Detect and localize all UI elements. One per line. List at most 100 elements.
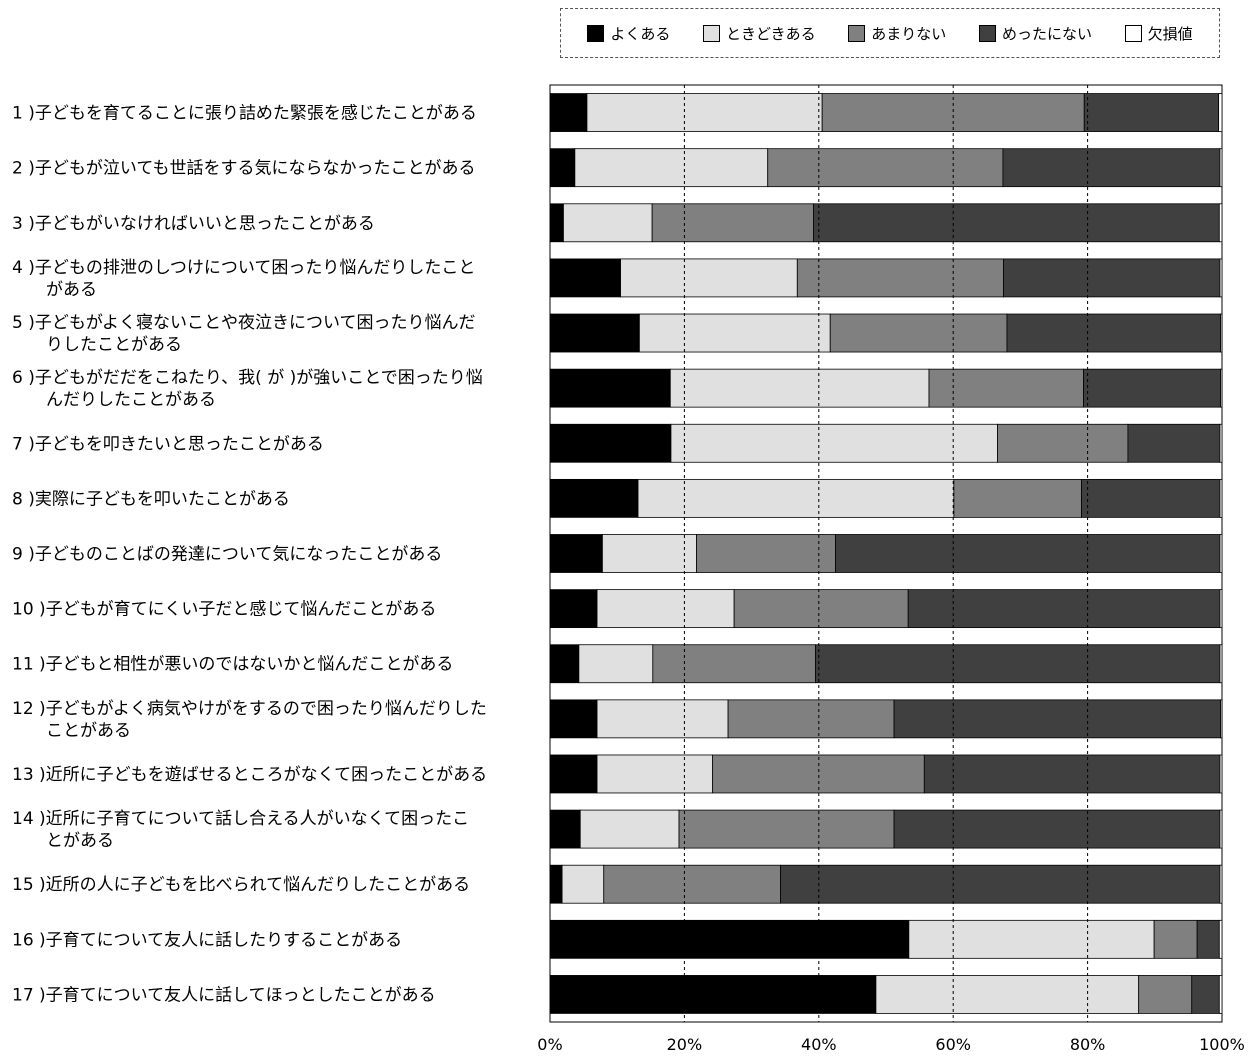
bar-segment (1219, 809, 1223, 849)
bar-segment (997, 423, 1129, 463)
bar-segment (1219, 534, 1223, 573)
legend-item: あまりない (848, 23, 946, 44)
bar-segment (549, 203, 564, 243)
category-label: んだりしたことがある (46, 390, 216, 410)
category-label: 13 )近所に子どもを遊ばせるところがなくて困ったことがある (12, 765, 487, 785)
bar-segment (1219, 478, 1223, 518)
x-tick-label: 40% (801, 1035, 837, 1054)
bar-segment (1083, 368, 1222, 408)
bar-segment (549, 699, 598, 739)
legend-label: ときどきある (726, 24, 816, 43)
bar-segment (596, 699, 729, 739)
x-tick-label: 100% (1199, 1035, 1245, 1054)
bar-segment (596, 754, 714, 794)
legend-item: 欠損値 (1124, 23, 1193, 44)
bar-segment (549, 809, 581, 849)
bar-segment (1218, 93, 1223, 132)
bar-segment (1219, 644, 1223, 684)
bar-segment (549, 148, 576, 188)
bar-segment (670, 423, 998, 463)
bar-segment (1003, 258, 1221, 298)
bar-segment (549, 975, 877, 1014)
bar-segment (733, 589, 909, 629)
legend-item: ときどきある (703, 23, 816, 44)
bar-segment (652, 644, 816, 684)
x-tick-label: 0% (537, 1035, 562, 1054)
bar-segment (578, 644, 654, 684)
category-label: 4 )子どもの排泄のしつけについて困ったり悩んだりしたこと (12, 258, 475, 278)
bar-segment (1127, 423, 1221, 463)
category-label: 9 )子どものことばの発達について気になったことがある (12, 545, 442, 565)
bar-segment (1218, 975, 1223, 1014)
bar-segment (907, 589, 1221, 629)
bar-segment (549, 919, 910, 959)
bar-segment (1220, 313, 1223, 353)
category-label: 3 )子どもがいなければいいと思ったことがある (12, 214, 375, 234)
bar-segment (1219, 754, 1223, 794)
category-label: 7 )子どもを叩きたいと思ったことがある (12, 434, 324, 454)
category-label: がある (46, 280, 97, 300)
bar-segment (893, 699, 1222, 739)
bar-segment (696, 534, 836, 573)
bar-segment (1002, 148, 1221, 188)
legend-swatch (587, 24, 605, 42)
bar-segment (602, 534, 697, 573)
bar-segment (835, 534, 1221, 573)
bar-segment (1153, 919, 1198, 959)
bar-segment (678, 809, 895, 849)
bar-segment (603, 864, 781, 904)
bar-segment (780, 864, 1221, 904)
bar-segment (549, 93, 588, 132)
bar-segment (549, 423, 672, 463)
bar-segment (1219, 864, 1223, 904)
bar-segment (928, 368, 1084, 408)
legend-label: よくある (610, 24, 671, 43)
bar-segment (1191, 975, 1220, 1014)
bar-segment (637, 478, 955, 518)
bar-segment (1083, 93, 1220, 132)
bar-segment (651, 203, 814, 243)
bar-segment (1006, 313, 1222, 353)
bar-segment (549, 313, 640, 353)
bar-segment (727, 699, 895, 739)
bar-segment (549, 534, 603, 573)
category-label: 2 )子どもが泣いても世話をする気にならなかったことがある (12, 159, 476, 179)
x-tick-label: 60% (935, 1035, 971, 1054)
bar-segment (561, 864, 605, 904)
legend-swatch (848, 24, 866, 42)
category-label: 16 )子育てについて友人に話したりすることがある (12, 930, 402, 950)
bar-segment (549, 478, 639, 518)
bar-segment (815, 644, 1221, 684)
bar-segment (549, 368, 671, 408)
bar-segment (549, 754, 598, 794)
bar-segment (953, 478, 1082, 518)
category-label: とがある (46, 831, 114, 851)
category-label: ことがある (46, 721, 131, 741)
bar-segment (1219, 148, 1223, 188)
bar-segment (1220, 699, 1223, 739)
bar-segment (586, 93, 823, 132)
bar-segment (549, 258, 621, 298)
bar-segment (813, 203, 1220, 243)
legend: よくある ときどきある あまりない めったにない 欠損値 (560, 8, 1220, 58)
bar-segment (549, 644, 580, 684)
bar-segment (574, 148, 769, 188)
category-label: 15 )近所の人に子どもを比べられて悩んだりしたことがある (12, 875, 470, 895)
bar-segment (1220, 368, 1223, 408)
category-label: 1 )子どもを育てることに張り詰めた緊張を感じたことがある (12, 104, 477, 124)
bar-segment (596, 589, 735, 629)
bar-segment (1196, 919, 1220, 959)
bar-segment (1218, 203, 1223, 243)
bar-segment (1219, 589, 1223, 629)
bar-segment (893, 809, 1221, 849)
bar-segment (549, 589, 598, 629)
category-label: 12 )子どもがよく病気やけがをするので困ったり悩んだりした (12, 699, 487, 719)
legend-item: めったにない (978, 23, 1092, 44)
bar-segment (767, 148, 1004, 188)
legend-swatch (978, 24, 996, 42)
category-label: 14 )近所に子育てについて話し合える人がいなくて困ったこ (12, 809, 469, 829)
category-label: 8 )実際に子どもを叩いたことがある (12, 489, 290, 509)
bar-segment (875, 975, 1140, 1014)
bar-segment (549, 864, 563, 904)
